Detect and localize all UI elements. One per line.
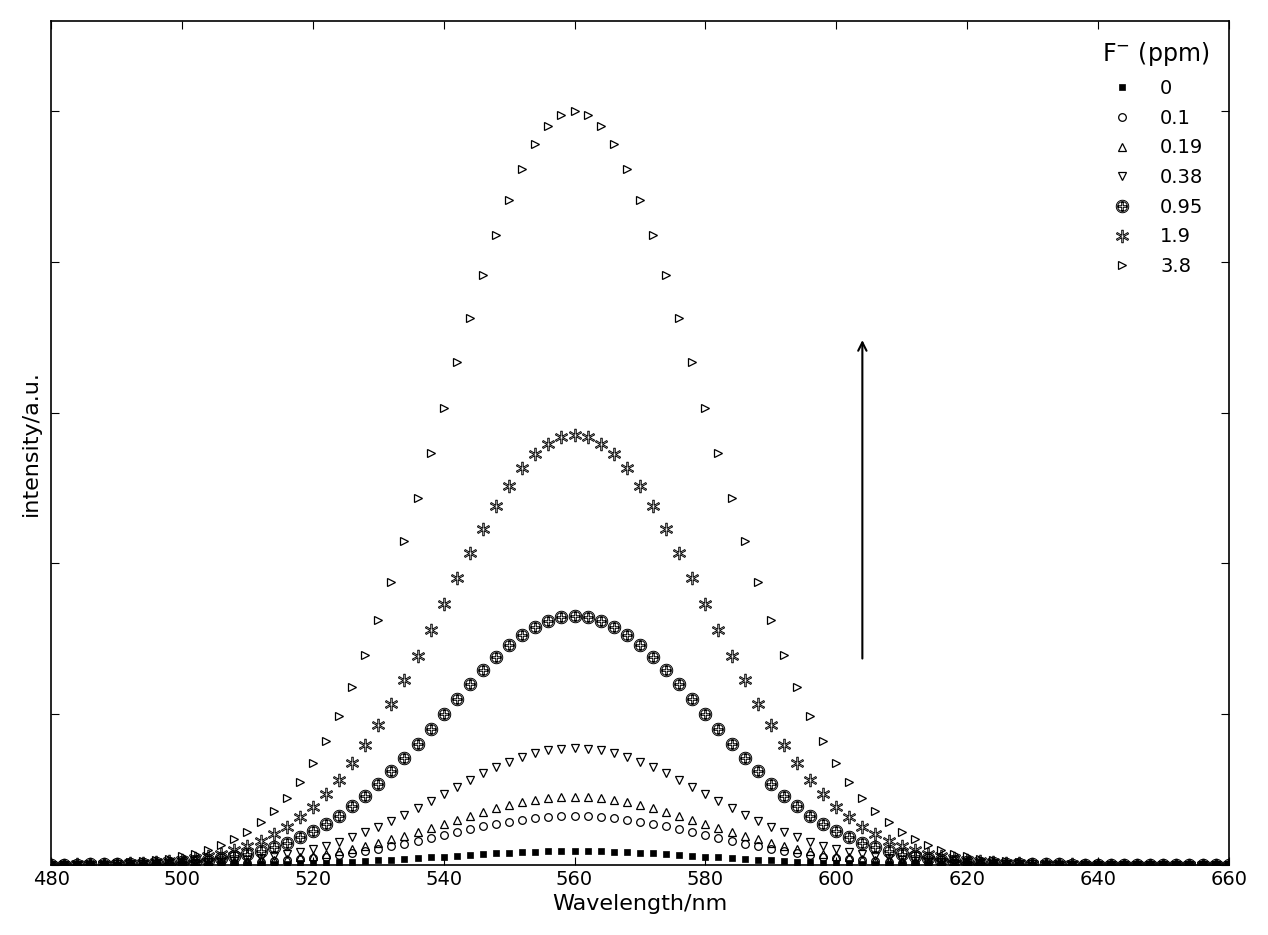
0.95 xyxy=(188,856,203,867)
0 xyxy=(1208,859,1224,870)
Line: 0.1: 0.1 xyxy=(47,812,1232,869)
0.19 xyxy=(318,848,333,859)
3.8 xyxy=(1194,859,1210,870)
0.95 xyxy=(1221,859,1236,870)
0.38 xyxy=(188,857,203,869)
Line: 0.38: 0.38 xyxy=(47,743,1232,869)
0.38 xyxy=(1194,859,1210,870)
1.9 xyxy=(1194,859,1210,870)
0.19 xyxy=(345,843,360,855)
3.8 xyxy=(188,848,203,859)
0.1 xyxy=(1051,859,1066,870)
0.19 xyxy=(1051,859,1066,870)
0.38 xyxy=(318,840,333,851)
0.95 xyxy=(318,818,333,829)
0.38 xyxy=(567,742,582,754)
0.19 xyxy=(567,791,582,802)
Line: 0.19: 0.19 xyxy=(47,793,1232,869)
0 xyxy=(345,856,360,867)
0.38 xyxy=(1208,859,1224,870)
0.1 xyxy=(1194,859,1210,870)
0.19 xyxy=(1221,859,1236,870)
0 xyxy=(188,859,203,870)
1.9 xyxy=(318,788,333,799)
1.9 xyxy=(43,859,58,870)
1.9 xyxy=(345,758,360,770)
3.8 xyxy=(1051,858,1066,870)
3.8 xyxy=(318,735,333,746)
0.1 xyxy=(318,851,333,862)
0.38 xyxy=(345,831,360,842)
3.8 xyxy=(43,859,58,870)
Line: 0: 0 xyxy=(48,848,1231,868)
0.19 xyxy=(1194,859,1210,870)
0.38 xyxy=(1051,859,1066,870)
0.1 xyxy=(43,859,58,870)
Legend: 0, 0.1, 0.19, 0.38, 0.95, 1.9, 3.8: 0, 0.1, 0.19, 0.38, 0.95, 1.9, 3.8 xyxy=(1092,31,1219,286)
Y-axis label: intensity/a.u.: intensity/a.u. xyxy=(20,370,41,516)
0.95 xyxy=(43,859,58,870)
0 xyxy=(1194,859,1210,870)
0 xyxy=(43,859,58,870)
0.1 xyxy=(345,848,360,859)
0.1 xyxy=(1208,859,1224,870)
1.9 xyxy=(1051,858,1066,870)
0.38 xyxy=(43,859,58,870)
3.8 xyxy=(345,682,360,693)
0.1 xyxy=(188,858,203,870)
0.95 xyxy=(567,611,582,622)
1.9 xyxy=(1208,859,1224,870)
3.8 xyxy=(1208,859,1224,870)
0 xyxy=(567,845,582,856)
1.9 xyxy=(1221,859,1236,870)
0.1 xyxy=(567,810,582,821)
0.19 xyxy=(43,859,58,870)
3.8 xyxy=(1221,859,1236,870)
Line: 3.8: 3.8 xyxy=(47,108,1232,869)
0.1 xyxy=(1221,859,1236,870)
0.95 xyxy=(1051,859,1066,870)
1.9 xyxy=(188,853,203,864)
3.8 xyxy=(567,106,582,117)
1.9 xyxy=(567,430,582,441)
0 xyxy=(318,856,333,868)
X-axis label: Wavelength/nm: Wavelength/nm xyxy=(553,894,728,914)
0 xyxy=(1221,859,1236,870)
Line: 1.9: 1.9 xyxy=(44,429,1235,871)
0.95 xyxy=(1194,859,1210,870)
0 xyxy=(1051,859,1066,870)
0.19 xyxy=(1208,859,1224,870)
0.19 xyxy=(188,858,203,870)
Line: 0.95: 0.95 xyxy=(44,610,1235,871)
0.95 xyxy=(1208,859,1224,870)
0.38 xyxy=(1221,859,1236,870)
0.95 xyxy=(345,800,360,812)
